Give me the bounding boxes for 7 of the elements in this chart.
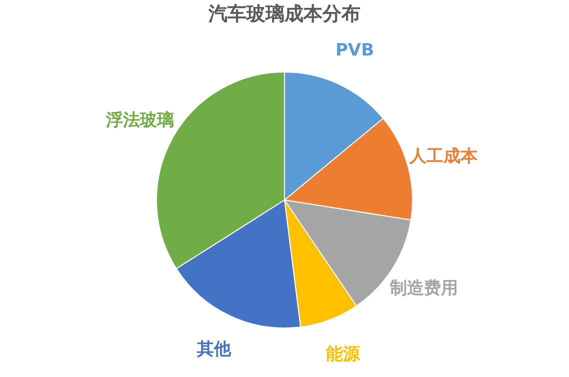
slice-label: 制造费用	[388, 278, 458, 298]
slice-label: 能源	[326, 344, 361, 364]
slice-label: 浮法玻璃	[104, 110, 174, 131]
chart-title: 汽车玻璃成本分布	[208, 3, 360, 25]
slice-label: 人工成本	[408, 146, 479, 166]
slice-label: PVB	[335, 40, 374, 61]
slice-label: 其他	[196, 339, 232, 360]
